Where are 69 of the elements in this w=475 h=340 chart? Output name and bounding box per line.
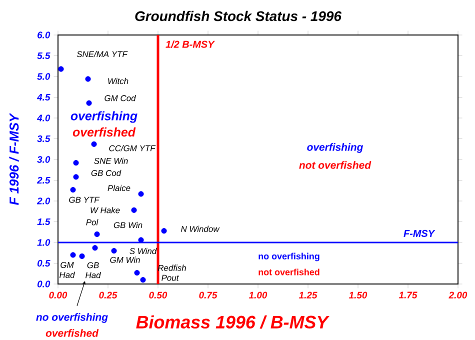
x-axis-title: Biomass 1996 / B-MSY (136, 315, 330, 329)
point (79, 253, 85, 259)
annotation: GB Cod (91, 170, 122, 176)
y-tick-label: 1.5 (37, 218, 50, 226)
point (85, 76, 91, 82)
annotation: GB Had (86, 262, 101, 278)
annotation: overfished (72, 127, 136, 137)
y-axis-title: F 1996 / F-MSY (9, 112, 19, 205)
annotation: N Window (181, 226, 220, 232)
annotation: not overfished (258, 268, 320, 276)
point (92, 245, 98, 251)
point (161, 228, 167, 234)
point (86, 100, 92, 106)
point (134, 270, 140, 276)
text: no overfishing (36, 313, 108, 323)
x-tick-label: 0.00 (49, 292, 68, 298)
chart-title: Groundfish Stock Status - 1996 (135, 10, 342, 22)
annotation: Witch (108, 78, 128, 84)
y-tick-label: 5.5 (37, 52, 50, 60)
point (138, 191, 144, 197)
annotation: Pout (162, 274, 180, 281)
annotation: Pol (86, 219, 98, 226)
annotation: S Wind (130, 248, 157, 254)
x-tick-label: 0.75 (199, 292, 218, 298)
point (91, 141, 97, 147)
annotation: GM Cod (104, 94, 136, 102)
point (111, 248, 117, 254)
point (94, 231, 100, 237)
ref-line-label: F-MSY (404, 230, 436, 237)
x-tick-label: 0.25 (99, 292, 118, 298)
point (70, 252, 76, 258)
annotation: GM Win (110, 256, 140, 263)
annotation: not overfished (299, 161, 372, 169)
annotation: GM Had (60, 262, 75, 278)
y-tick-label: 1.0 (37, 239, 50, 246)
x-tick-label: 1.75 (398, 292, 418, 298)
annotation: Plaice (108, 184, 130, 192)
point (58, 66, 64, 72)
x-tick-label: 1.00 (248, 292, 268, 298)
x-tick-label: 0.50 (149, 292, 168, 298)
annotation: overfishing (307, 143, 364, 153)
ref-line-label: 1/2 B-MSY (166, 40, 215, 48)
annotation: CC/GM YTF (109, 145, 156, 152)
y-tick-label: 4.5 (36, 94, 50, 101)
text: overfished (46, 329, 99, 337)
y-tick-label: 0.0 (37, 280, 50, 288)
y-tick-label: 3.0 (37, 156, 50, 163)
annotation: no overfishing (258, 252, 320, 262)
y-tick-label: 0.5 (37, 260, 50, 267)
x-tick-label: 1.25 (298, 292, 318, 298)
point (131, 207, 137, 213)
point (70, 186, 76, 193)
y-tick-label: 2.5 (36, 176, 50, 184)
point (73, 174, 79, 180)
annotation: SNE Win (94, 158, 128, 164)
annotation: SNE/MA YTF (76, 50, 128, 58)
x-tick-label: 1.50 (348, 292, 368, 298)
y-tick-label: 5.0 (37, 73, 50, 80)
annotation: GB Win (114, 222, 142, 228)
y-tick-label: 2.0 (36, 198, 50, 204)
annotation: overfishing (70, 111, 138, 123)
y-tick-label: 4.0 (36, 114, 50, 122)
annotation: W Hake (90, 207, 120, 214)
x-tick-label: 2.00 (448, 292, 468, 298)
y-tick-label: 6.0 (38, 32, 50, 38)
point (140, 277, 146, 283)
y-tick-label: 3.5 (37, 135, 50, 142)
point (73, 160, 79, 166)
annotation: GB YTF (69, 196, 100, 203)
